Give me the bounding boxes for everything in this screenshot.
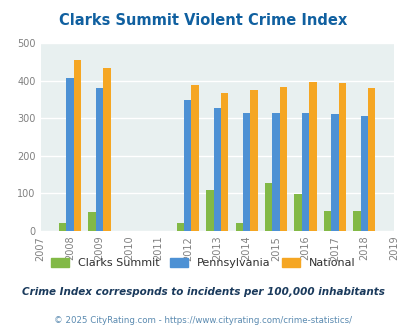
- Bar: [213, 108, 220, 231]
- Bar: [183, 100, 191, 231]
- Bar: [323, 211, 330, 231]
- Bar: [176, 223, 183, 231]
- Bar: [264, 183, 272, 231]
- Bar: [294, 194, 301, 231]
- Bar: [103, 69, 110, 231]
- Bar: [367, 88, 375, 231]
- Bar: [330, 114, 338, 231]
- Bar: [220, 93, 228, 231]
- Bar: [59, 223, 66, 231]
- Bar: [66, 78, 74, 231]
- Bar: [301, 113, 309, 231]
- Bar: [74, 60, 81, 231]
- Bar: [96, 88, 103, 231]
- Text: Crime Index corresponds to incidents per 100,000 inhabitants: Crime Index corresponds to incidents per…: [21, 287, 384, 297]
- Text: Clarks Summit Violent Crime Index: Clarks Summit Violent Crime Index: [59, 13, 346, 28]
- Bar: [206, 190, 213, 231]
- Bar: [250, 89, 257, 231]
- Bar: [279, 87, 286, 231]
- Bar: [352, 211, 360, 231]
- Legend: Clarks Summit, Pennsylvania, National: Clarks Summit, Pennsylvania, National: [47, 253, 358, 272]
- Text: © 2025 CityRating.com - https://www.cityrating.com/crime-statistics/: © 2025 CityRating.com - https://www.city…: [54, 315, 351, 325]
- Bar: [309, 82, 316, 231]
- Bar: [235, 223, 242, 231]
- Bar: [88, 212, 96, 231]
- Bar: [242, 113, 250, 231]
- Bar: [338, 83, 345, 231]
- Bar: [360, 116, 367, 231]
- Bar: [272, 113, 279, 231]
- Bar: [191, 85, 198, 231]
